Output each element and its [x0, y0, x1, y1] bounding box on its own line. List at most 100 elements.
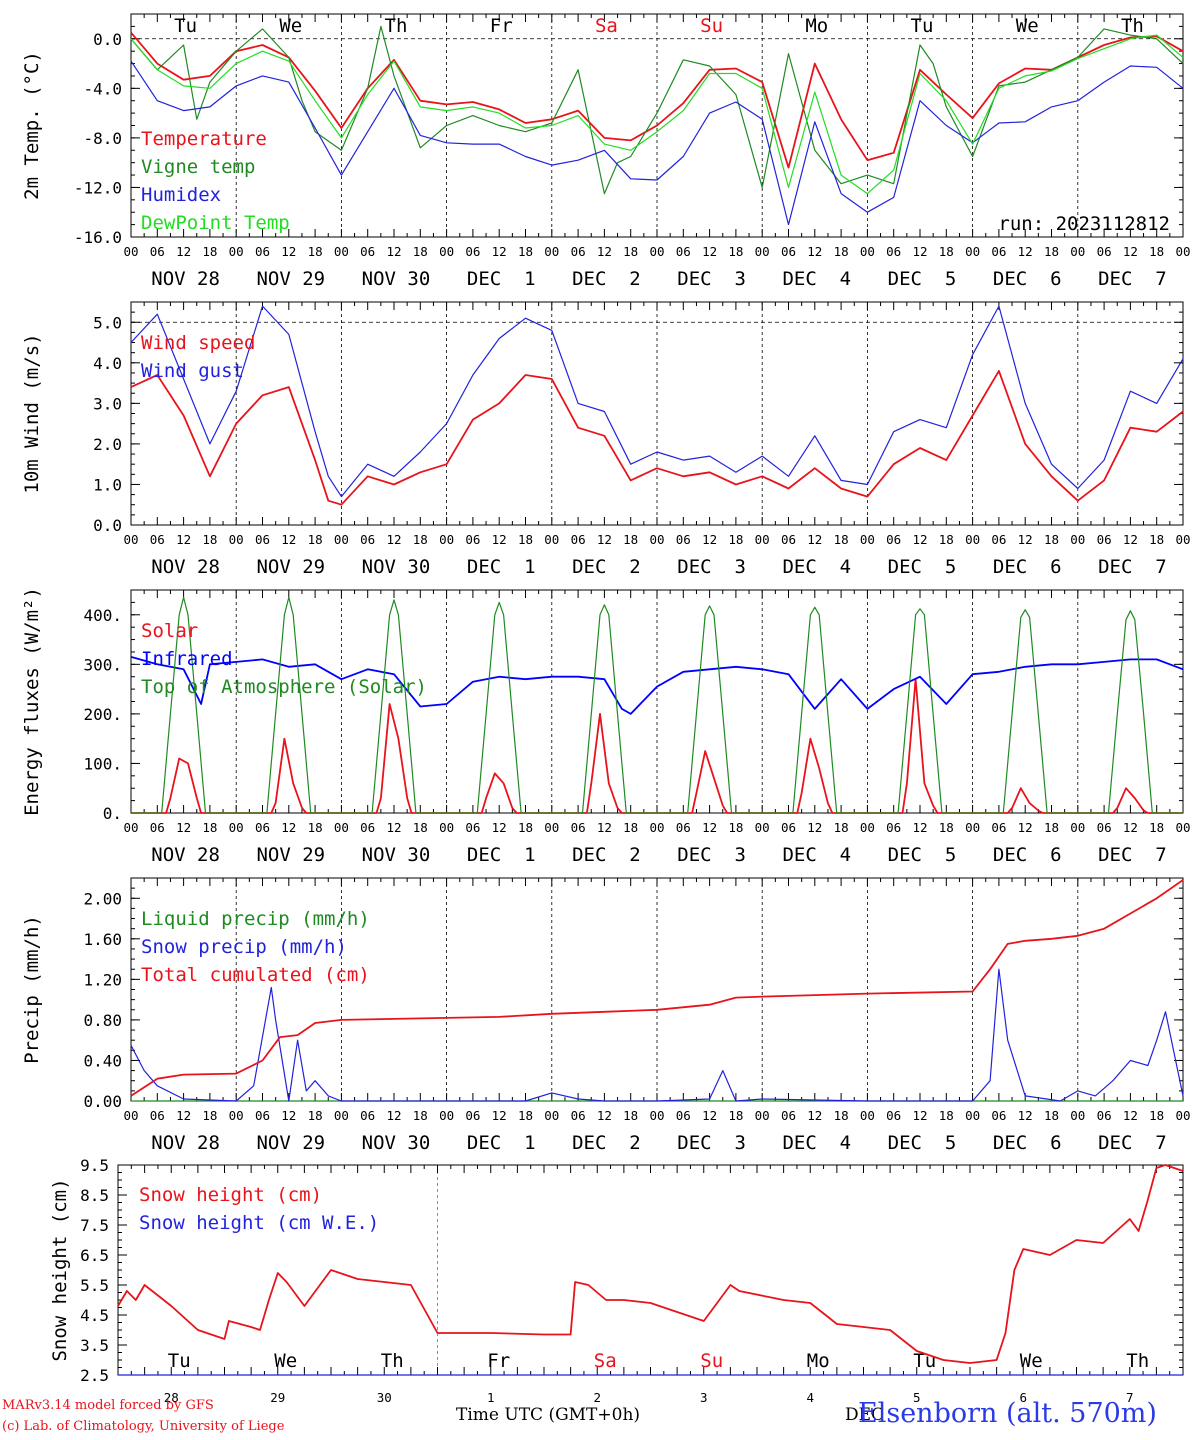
x-hour-label: 00	[544, 244, 559, 259]
x-hour-label: 12	[807, 1108, 822, 1123]
x-date-label: DEC 1	[467, 556, 536, 578]
plot-frame	[130, 589, 1184, 814]
x-date-label: DEC 5	[888, 556, 957, 578]
x-hour-label: 12	[386, 532, 401, 547]
y-tick-label: 3.5	[80, 1336, 109, 1355]
series-line	[130, 656, 1184, 715]
x-hour-label: 06	[360, 1108, 375, 1123]
x-date-label: DEC 5	[888, 1132, 957, 1154]
day-letter: Sa	[594, 1350, 617, 1372]
x-hour-label: 06	[465, 820, 480, 835]
x-date-label: DEC 7	[1098, 1132, 1167, 1154]
x-hour-label: 12	[597, 532, 612, 547]
x-hour-label: 06	[781, 1108, 796, 1123]
x-hour-label: 00	[755, 820, 770, 835]
x-hour-label: 00	[123, 244, 138, 259]
x-hour-label: 18	[308, 244, 323, 259]
x-hour-label: 12	[912, 820, 927, 835]
x-hour-label: 06	[150, 820, 165, 835]
x-date-label: DEC 1	[467, 1132, 536, 1154]
y-tick-label: 0.80	[83, 1011, 122, 1030]
day-letter: Mo	[807, 1350, 830, 1372]
x-hour-label: 12	[492, 1108, 507, 1123]
x-date-label: DEC 5	[888, 268, 957, 290]
x-hour-label: 12	[492, 820, 507, 835]
y-axis-label: 2m Temp. (°C)	[21, 51, 43, 200]
day-letter: Th	[1126, 1350, 1149, 1372]
x-hour-label: 18	[518, 532, 533, 547]
y-tick-label: 6.5	[80, 1246, 109, 1265]
x-hour-label: 00	[334, 532, 349, 547]
x-hour-label: 12	[1123, 532, 1138, 547]
y-tick-label: -12.0	[74, 178, 122, 197]
x-hour-label: 00	[965, 820, 980, 835]
run-label: run: 2023112812	[998, 213, 1170, 235]
legend-entry: Wind speed	[141, 332, 255, 354]
x-date-label: DEC 4	[782, 1132, 851, 1154]
x-hour-label: 18	[834, 820, 849, 835]
x-hour-label: 00	[334, 1108, 349, 1123]
x-hour-label: 18	[202, 532, 217, 547]
x-hour-label: 00	[544, 532, 559, 547]
x-hour-label: 00	[965, 244, 980, 259]
day-letter: We	[1020, 1350, 1043, 1372]
y-tick-label: -16.0	[74, 228, 122, 247]
x-hour-label: 18	[623, 1108, 638, 1123]
x-hour-label: 18	[413, 1108, 428, 1123]
x-date-label: DEC 2	[572, 1132, 641, 1154]
day-letter: Th	[385, 15, 408, 37]
y-tick-label: 2.00	[83, 889, 122, 908]
x-hour-label: 06	[571, 820, 586, 835]
x-hour-label: 06	[360, 244, 375, 259]
x-hour-label: 06	[676, 820, 691, 835]
y-tick-label: 4.5	[80, 1306, 109, 1325]
x-day-number: 7	[1126, 1390, 1134, 1405]
legend-entry: Wind gust	[141, 360, 244, 382]
x-hour-label: 06	[571, 1108, 586, 1123]
x-hour-label: 12	[1123, 1108, 1138, 1123]
series-line	[117, 1164, 1184, 1364]
x-date-label: DEC 4	[782, 268, 851, 290]
day-letter: We	[274, 1350, 297, 1372]
x-hour-label: 06	[886, 820, 901, 835]
y-tick-label: 2.0	[93, 435, 122, 454]
x-hour-label: 18	[623, 532, 638, 547]
x-hour-label: 00	[439, 532, 454, 547]
x-hour-label: 00	[649, 532, 664, 547]
x-hour-label: 00	[229, 532, 244, 547]
x-hour-label: 00	[755, 532, 770, 547]
series-line	[130, 25, 1184, 195]
y-tick-label: 0.	[103, 804, 122, 823]
x-hour-label: 12	[1018, 244, 1033, 259]
x-hour-label: 18	[413, 820, 428, 835]
day-letter: Tu	[174, 15, 197, 37]
x-date-label: NOV 29	[256, 268, 325, 290]
x-hour-label: 00	[123, 1108, 138, 1123]
x-date-label: DEC 6	[993, 1132, 1062, 1154]
x-hour-label: 12	[597, 1108, 612, 1123]
x-hour-label: 18	[308, 1108, 323, 1123]
x-hour-label: 18	[308, 820, 323, 835]
x-hour-label: 12	[281, 532, 296, 547]
x-hour-label: 18	[308, 532, 323, 547]
y-tick-label: 5.5	[80, 1276, 109, 1295]
x-date-label: DEC 1	[467, 844, 536, 866]
day-letter: We	[279, 15, 302, 37]
x-hour-label: 12	[1018, 532, 1033, 547]
x-hour-label: 12	[386, 244, 401, 259]
x-hour-label: 00	[965, 1108, 980, 1123]
series-line	[131, 596, 1183, 814]
x-day-number: 6	[1019, 1390, 1027, 1405]
x-hour-label: 18	[728, 1108, 743, 1123]
x-date-label: DEC 5	[888, 844, 957, 866]
x-hour-label: 00	[439, 244, 454, 259]
x-hour-label: 00	[1070, 244, 1085, 259]
x-hour-label: 12	[386, 1108, 401, 1123]
x-hour-label: 12	[176, 532, 191, 547]
x-hour-label: 18	[939, 820, 954, 835]
x-day-number: 30	[377, 1390, 392, 1405]
x-hour-label: 06	[255, 1108, 270, 1123]
legend-entry: Humidex	[141, 184, 221, 206]
